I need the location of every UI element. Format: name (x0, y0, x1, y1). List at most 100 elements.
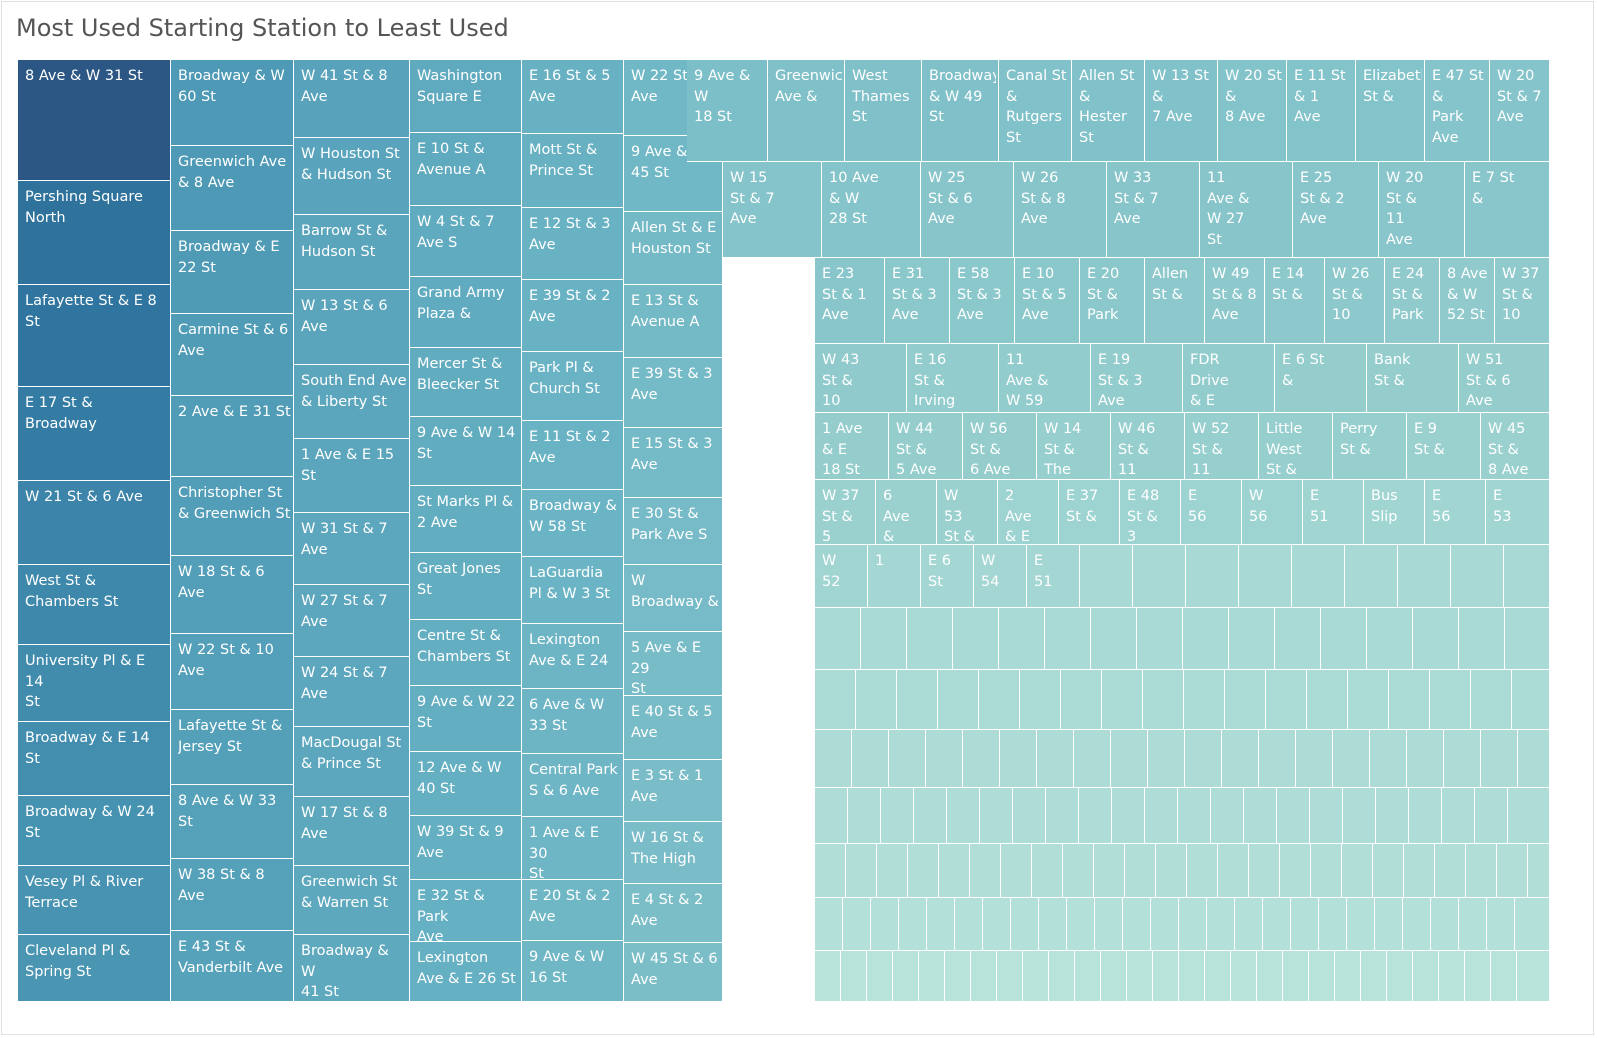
treemap-cell[interactable]: Greenwich St & Warren St (294, 866, 410, 935)
treemap-cell-unlabeled[interactable] (1291, 898, 1319, 951)
treemap-cell[interactable]: Broadway & W 41 St (294, 935, 410, 1002)
treemap-cell-unlabeled[interactable] (1061, 670, 1102, 730)
treemap-cell-unlabeled[interactable] (893, 951, 919, 1002)
treemap-cell-unlabeled[interactable] (1013, 788, 1046, 844)
treemap-cell-unlabeled[interactable] (881, 788, 914, 844)
treemap-cell-unlabeled[interactable] (1249, 844, 1280, 898)
treemap-cell[interactable]: E 53 (1486, 480, 1550, 545)
treemap-cell-unlabeled[interactable] (1435, 844, 1466, 898)
treemap-cell-unlabeled[interactable] (1398, 545, 1451, 608)
treemap-cell-unlabeled[interactable] (1151, 898, 1179, 951)
treemap-cell[interactable]: E 12 St & 3 Ave (522, 208, 624, 280)
treemap-cell[interactable]: E 13 St & Avenue A (624, 285, 723, 358)
treemap-cell[interactable]: Central Park S & 6 Ave (522, 754, 624, 817)
treemap-cell[interactable]: W 26 St & 8 Ave (1014, 162, 1107, 258)
treemap-cell[interactable]: Broadway & E 14 St (18, 722, 171, 796)
treemap-cell-unlabeled[interactable] (1049, 951, 1075, 1002)
treemap-cell-unlabeled[interactable] (889, 730, 926, 788)
treemap-cell[interactable]: W Houston St & Hudson St (294, 138, 410, 215)
treemap-cell[interactable]: 9 Ave & W 45 St (624, 136, 723, 212)
treemap-cell-unlabeled[interactable] (1404, 844, 1435, 898)
treemap-cell-unlabeled[interactable] (871, 898, 899, 951)
treemap-cell[interactable]: E 24 St & Park (1385, 258, 1440, 344)
treemap-cell-unlabeled[interactable] (1309, 951, 1335, 1002)
treemap-cell-unlabeled[interactable] (1148, 730, 1185, 788)
treemap-cell[interactable]: 8 Ave & W 31 St (18, 60, 171, 181)
treemap-cell-unlabeled[interactable] (1343, 788, 1376, 844)
treemap-cell[interactable]: W 56 St & 6 Ave (963, 413, 1037, 480)
treemap-cell-unlabeled[interactable] (1000, 730, 1037, 788)
treemap-cell[interactable]: E 20 St & 2 Ave (522, 880, 624, 941)
treemap-cell-unlabeled[interactable] (1259, 730, 1296, 788)
treemap-cell[interactable]: W 16 St & The High (624, 822, 723, 884)
treemap-cell[interactable]: 9 Ave & W 22 St (410, 686, 522, 752)
treemap-cell[interactable]: Bus Slip (1364, 480, 1425, 545)
treemap-cell-unlabeled[interactable] (1387, 951, 1413, 1002)
treemap-cell-unlabeled[interactable] (899, 898, 927, 951)
treemap-cell-unlabeled[interactable] (1263, 898, 1291, 951)
treemap-cell[interactable]: W 26 St & 10 (1325, 258, 1385, 344)
treemap-cell-unlabeled[interactable] (815, 898, 843, 951)
treemap-cell[interactable]: Allen St & Hester St (1072, 60, 1145, 162)
treemap-cell[interactable]: W 45 St & 6 Ave (624, 943, 723, 1002)
treemap-cell[interactable]: W 44 St & 5 Ave (889, 413, 963, 480)
treemap-cell[interactable]: E 6 St & (1275, 344, 1367, 413)
treemap-cell-unlabeled[interactable] (1067, 898, 1095, 951)
treemap-cell-unlabeled[interactable] (914, 788, 947, 844)
treemap-cell[interactable]: W 20 St & 11 Ave (1379, 162, 1465, 258)
treemap-cell[interactable]: University Pl & E 14 St (18, 645, 171, 722)
treemap-cell[interactable]: Great Jones St (410, 553, 522, 620)
treemap-cell-unlabeled[interactable] (1102, 670, 1143, 730)
treemap-cell-unlabeled[interactable] (815, 844, 846, 898)
treemap-cell-unlabeled[interactable] (919, 951, 945, 1002)
treemap-cell-unlabeled[interactable] (1518, 730, 1550, 788)
treemap-cell[interactable]: Elizabeth St & (1356, 60, 1425, 162)
treemap-cell[interactable]: E 56 (1181, 480, 1242, 545)
treemap-cell[interactable]: W 24 St & 7 Ave (294, 657, 410, 727)
treemap-cell-unlabeled[interactable] (1311, 844, 1342, 898)
treemap-cell-unlabeled[interactable] (1515, 898, 1550, 951)
treemap-cell-unlabeled[interactable] (867, 951, 893, 1002)
treemap-cell[interactable]: West Thames St (845, 60, 922, 162)
treemap-cell[interactable]: Canal St & Rutgers St (999, 60, 1072, 162)
treemap-cell-unlabeled[interactable] (1347, 898, 1375, 951)
treemap-cell[interactable]: W 52 St & 11 (1185, 413, 1259, 480)
treemap-cell-unlabeled[interactable] (1280, 844, 1311, 898)
treemap-cell-unlabeled[interactable] (1178, 788, 1211, 844)
treemap-cell[interactable]: Carmine St & 6 Ave (171, 314, 294, 396)
treemap-cell[interactable]: Park Pl & Church St (522, 352, 624, 421)
treemap-cell-unlabeled[interactable] (979, 670, 1020, 730)
treemap-cell[interactable]: 11 Ave & W 59 (999, 344, 1091, 413)
treemap-cell[interactable]: E 7 St & (1465, 162, 1550, 258)
treemap-cell-unlabeled[interactable] (1413, 951, 1439, 1002)
treemap-cell[interactable]: Broadway & E 22 St (171, 231, 294, 314)
treemap-cell-unlabeled[interactable] (945, 951, 971, 1002)
treemap-cell[interactable]: W 13 St & 7 Ave (1145, 60, 1218, 162)
treemap-cell[interactable]: E 3 St & 1 Ave (624, 760, 723, 822)
treemap-cell-unlabeled[interactable] (908, 844, 939, 898)
treemap-cell-unlabeled[interactable] (1504, 545, 1550, 608)
treemap-cell[interactable]: W 45 St & 8 Ave (1481, 413, 1550, 480)
treemap-cell-unlabeled[interactable] (1465, 951, 1491, 1002)
treemap-cell-unlabeled[interactable] (1266, 670, 1307, 730)
treemap-cell[interactable]: W 14 St & The (1037, 413, 1111, 480)
treemap-cell-unlabeled[interactable] (1143, 670, 1184, 730)
treemap-cell-unlabeled[interactable] (1444, 730, 1481, 788)
treemap-cell-unlabeled[interactable] (997, 951, 1023, 1002)
treemap-cell[interactable]: E 47 St & Park Ave (1425, 60, 1490, 162)
treemap-cell-unlabeled[interactable] (1310, 788, 1343, 844)
treemap-cell-unlabeled[interactable] (1184, 670, 1225, 730)
treemap-cell-unlabeled[interactable] (1011, 898, 1039, 951)
treemap-cell-unlabeled[interactable] (939, 844, 970, 898)
treemap-cell[interactable]: E 39 St & 2 Ave (522, 280, 624, 352)
treemap-cell[interactable]: Lafayette St & Jersey St (171, 710, 294, 785)
treemap-cell-unlabeled[interactable] (1207, 898, 1235, 951)
treemap-cell[interactable]: W 41 St & 8 Ave (294, 60, 410, 138)
treemap-cell[interactable]: 1 Ave & E 30 St (522, 817, 624, 880)
treemap-cell[interactable]: 9 Ave & W 14 St (410, 417, 522, 486)
treemap-cell-unlabeled[interactable] (1345, 545, 1398, 608)
treemap-cell-unlabeled[interactable] (1471, 670, 1512, 730)
treemap-cell-unlabeled[interactable] (1517, 951, 1550, 1002)
treemap-cell-unlabeled[interactable] (1459, 608, 1505, 670)
treemap-cell[interactable]: E 17 St & Broadway (18, 387, 171, 481)
